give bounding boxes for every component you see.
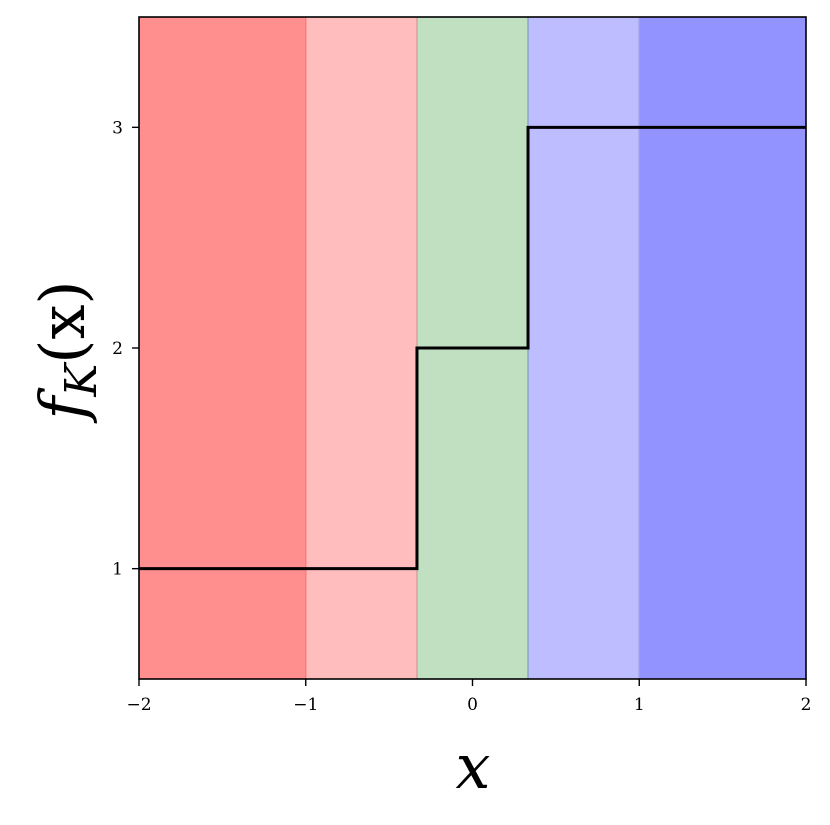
y-axis-label: fK(x) <box>26 280 107 423</box>
y-ticks-layer: 1 2 3 <box>112 118 139 580</box>
x-tick-label-5: 2 <box>801 695 812 715</box>
region-4 <box>528 17 640 679</box>
series-layer <box>139 125 806 571</box>
x-axis-label: x <box>456 730 491 803</box>
x-tick-label-3: 0 <box>467 695 478 715</box>
region-5 <box>639 17 806 679</box>
y-tick-label-2: 2 <box>112 339 123 359</box>
y-tick-label-1: 1 <box>112 560 123 580</box>
x-tick-label-1: −2 <box>126 695 151 715</box>
x-ticks-layer: −2 −1 0 1 2 <box>126 679 811 715</box>
y-axis-label-argument: (x) <box>26 280 99 363</box>
x-tick-label-2: −1 <box>293 695 318 715</box>
y-axis-label-subscript: K <box>56 362 107 398</box>
series-line-1 <box>139 125 806 571</box>
region-2 <box>305 17 417 679</box>
region-1 <box>139 17 306 679</box>
y-tick-label-3: 3 <box>112 118 123 138</box>
x-tick-label-4: 1 <box>634 695 645 715</box>
